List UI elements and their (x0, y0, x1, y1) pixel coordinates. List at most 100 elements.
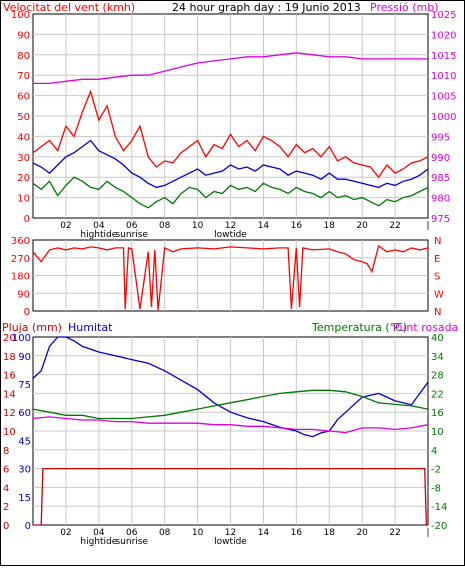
climate-x-tick-label: 06 (126, 528, 138, 538)
humidity-y-tick-label: 30 (18, 465, 31, 476)
temperature-y-right-tick-label: -20 (431, 521, 447, 532)
wind-pressure-panel: 0102030405060708090100975980985990995100… (11, 10, 457, 240)
climate-x-tick-label: 22 (389, 528, 400, 538)
pressure-y-right-tick-label: 990 (431, 153, 450, 164)
rain-axis-title: Pluja (mm) (2, 321, 62, 334)
series-pressure-line (33, 52, 428, 85)
pressure-y-right-tick-label: 985 (431, 173, 450, 184)
wind-y-left-tick-label: 80 (17, 51, 30, 62)
humidity-y-tick-label: 100 (12, 333, 31, 344)
series-average-line (32, 139, 429, 189)
climate-tide-sun-label: lowtide (214, 537, 247, 547)
wind-axis-title: Velocitat del vent (kmh) (3, 1, 135, 14)
climate-x-tick-label: 12 (225, 528, 236, 538)
direction-y-left-tick-label: 0 (24, 307, 30, 318)
humidity-y-tick-label: 15 (18, 493, 31, 504)
wind-y-left-tick-label: 100 (11, 10, 30, 21)
humidity-axis-title: Humitat (68, 321, 113, 334)
pressure-y-right-tick-label: 980 (431, 194, 450, 205)
wind-y-left-tick-label: 20 (17, 173, 30, 184)
rain-humidity-temp-panel: 024681012141618200153045607590100-20-14-… (3, 333, 447, 547)
series-rain-line (33, 467, 428, 526)
humidity-y-tick-label: 75 (18, 380, 31, 391)
compass-label: N (434, 236, 441, 247)
climate-tide-sun-label: hightide (80, 537, 117, 547)
climate-x-tick-label: 18 (324, 528, 336, 538)
temperature-y-right-tick-label: 40 (431, 333, 444, 344)
rain-y-tick-label: 2 (3, 502, 9, 513)
climate-x-end-mark: | (426, 528, 429, 538)
temperature-y-right-tick-label: 4 (431, 446, 437, 457)
wind-x-tick-label: 20 (356, 221, 368, 231)
series-direction-line (32, 244, 429, 311)
rain-y-tick-label: 4 (3, 483, 9, 494)
wind-y-left-tick-label: 10 (17, 194, 30, 205)
rain-y-tick-label: 14 (3, 389, 16, 400)
humidity-y-tick-label: 45 (18, 436, 31, 447)
temperature-y-right-tick-label: 16 (431, 408, 444, 419)
pressure-y-right-tick-label: 1025 (431, 10, 456, 21)
wind-tide-sun-label: lowtide (214, 230, 247, 240)
direction-y-left-tick-label: 180 (11, 272, 30, 283)
wind-y-left-tick-label: 40 (17, 132, 30, 143)
direction-y-left-tick-label: 360 (11, 236, 30, 247)
compass-label: E (434, 254, 440, 265)
climate-x-tick-label: 20 (356, 528, 368, 538)
pressure-y-right-tick-label: 975 (431, 214, 450, 225)
wind-x-tick-label: 08 (159, 221, 171, 231)
humidity-y-tick-label: 0 (25, 521, 31, 532)
graph-title: 24 hour graph day : 19 Junio 2013 (172, 1, 361, 14)
wind-x-end-mark: | (426, 221, 429, 231)
pressure-axis-title: Pressió (mb) (370, 1, 439, 14)
series-gust-line (32, 89, 429, 179)
pressure-y-right-tick-label: 1010 (431, 71, 456, 82)
wind-x-tick-label: 02 (60, 221, 71, 231)
wind-x-tick-label: 06 (126, 221, 138, 231)
pressure-y-right-tick-label: 1000 (431, 112, 456, 123)
rain-y-tick-label: 8 (3, 446, 9, 457)
rain-y-tick-label: 0 (3, 521, 9, 532)
rain-y-tick-label: 10 (3, 427, 16, 438)
rain-y-tick-label: 20 (3, 333, 16, 344)
pressure-y-right-tick-label: 995 (431, 132, 450, 143)
direction-y-left-tick-label: 270 (11, 254, 30, 265)
temperature-y-right-tick-label: -2 (431, 465, 441, 476)
temperature-axis-title: Temperatura (°C) (311, 321, 407, 334)
rain-y-tick-label: 12 (3, 408, 16, 419)
temperature-y-right-tick-label: 34 (431, 352, 444, 363)
humidity-y-tick-label: 90 (18, 352, 31, 363)
pressure-y-right-tick-label: 1015 (431, 51, 456, 62)
climate-x-tick-label: 16 (291, 528, 303, 538)
series-minimum-line (32, 176, 429, 209)
dewpoint-axis-title: Punt rosada (393, 321, 458, 334)
climate-x-tick-label: 02 (60, 528, 71, 538)
climate-x-tick-label: 04 (93, 528, 105, 538)
compass-label: W (434, 289, 444, 300)
rain-y-tick-label: 6 (3, 465, 9, 476)
compass-label: N (434, 307, 441, 318)
rain-y-tick-label: 18 (3, 352, 16, 363)
temperature-y-right-tick-label: 28 (431, 371, 444, 382)
wind-tide-sun-label: hightide (80, 230, 117, 240)
wind-x-tick-label: 12 (225, 221, 236, 231)
climate-x-tick-label: 08 (159, 528, 171, 538)
climate-x-tick-label: 10 (192, 528, 204, 538)
rain-y-tick-label: 16 (3, 371, 16, 382)
direction-y-left-tick-label: 90 (17, 289, 30, 300)
compass-label: S (434, 272, 440, 283)
series-dew-point-line (32, 416, 429, 434)
wind-x-tick-label: 16 (291, 221, 303, 231)
wind-x-tick-label: 04 (93, 221, 105, 231)
series-humidity-line (32, 336, 429, 438)
wind-y-left-tick-label: 30 (17, 153, 30, 164)
wind-y-left-tick-label: 0 (24, 214, 30, 225)
wind-tide-sun-label: sunrise (115, 230, 148, 240)
wind-y-left-tick-label: 50 (17, 112, 30, 123)
wind-y-left-tick-label: 70 (17, 71, 30, 82)
temperature-y-right-tick-label: 22 (431, 389, 444, 400)
wind-x-tick-label: 10 (192, 221, 204, 231)
wind-y-left-tick-label: 90 (17, 30, 30, 41)
